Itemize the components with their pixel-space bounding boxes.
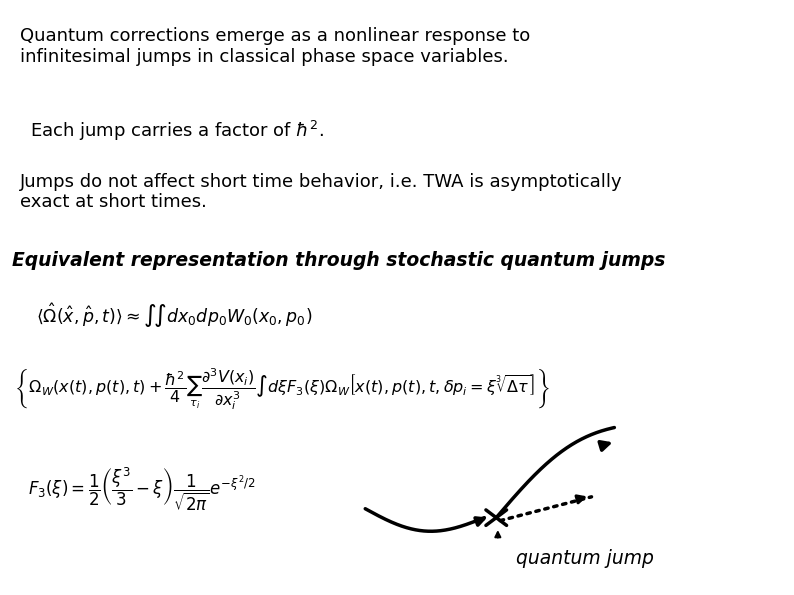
- Text: $\left\{\Omega_W(x(t),p(t),t)+\dfrac{\hbar^2}{4}\sum_{\tau_i}\dfrac{\partial^3 V: $\left\{\Omega_W(x(t),p(t),t)+\dfrac{\hb…: [14, 366, 550, 412]
- Text: Jumps do not affect short time behavior, i.e. TWA is asymptotically
exact at sho: Jumps do not affect short time behavior,…: [20, 173, 622, 211]
- Text: $F_3(\xi)=\dfrac{1}{2}\left(\dfrac{\xi^3}{3}-\xi\right)\dfrac{1}{\sqrt{2\pi}}e^{: $F_3(\xi)=\dfrac{1}{2}\left(\dfrac{\xi^3…: [28, 465, 255, 513]
- Text: Equivalent representation through stochastic quantum jumps: Equivalent representation through stocha…: [12, 251, 665, 270]
- Text: Quantum corrections emerge as a nonlinear response to
infinitesimal jumps in cla: Quantum corrections emerge as a nonlinea…: [20, 27, 530, 65]
- Text: quantum jump: quantum jump: [516, 549, 654, 568]
- Text: Each jump carries a factor of $\hbar^2$.: Each jump carries a factor of $\hbar^2$.: [30, 119, 324, 143]
- Text: $\langle\hat{\Omega}(\hat{x},\hat{p},t)\rangle \approx \int\!\int dx_0 dp_0 W_0(: $\langle\hat{\Omega}(\hat{x},\hat{p},t)\…: [36, 302, 312, 330]
